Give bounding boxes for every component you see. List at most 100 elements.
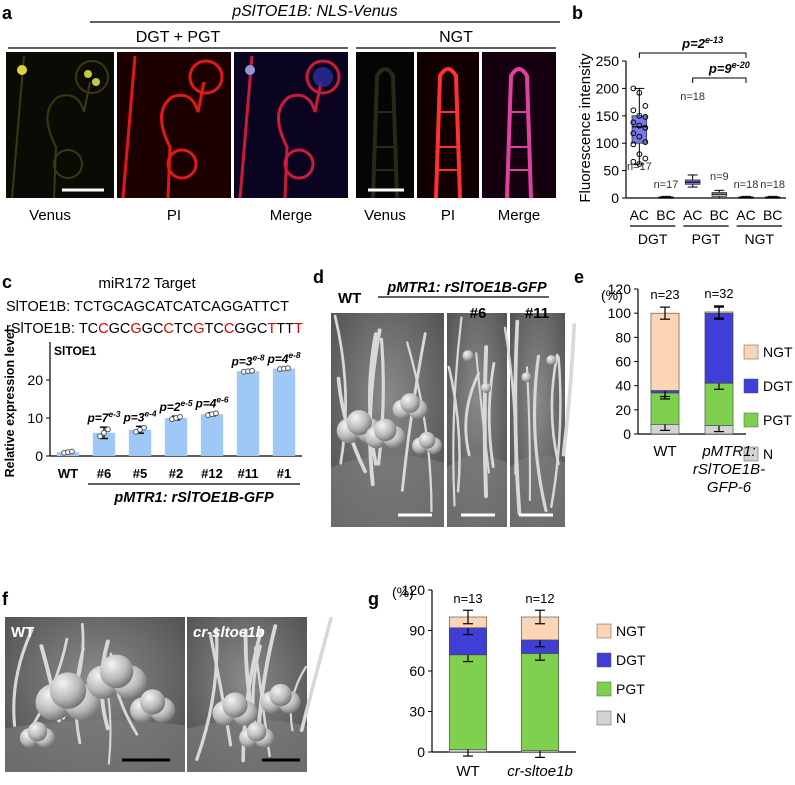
seq2-mutation: G: [193, 321, 204, 337]
bar: [164, 418, 188, 456]
data-point: [630, 119, 637, 126]
bar-#2: [164, 413, 188, 456]
seq1-sequence: TCTGCAGCATCATCAGGATTCT: [74, 299, 289, 315]
gland-head: [521, 372, 532, 383]
n-label: n=18: [760, 179, 785, 191]
data-point: [636, 122, 643, 129]
stack-segment-pgt: [704, 382, 734, 426]
bar: [128, 429, 152, 456]
seq2-segment: GC: [109, 321, 131, 337]
legend-swatch: [743, 446, 759, 462]
hair-outline: [238, 55, 254, 199]
x-tick-label: #1: [277, 466, 291, 481]
panel-c-barchart: Relative expression level SlTOE1 0 10 20 WT #6…: [3, 329, 302, 506]
sem-image: [447, 313, 507, 527]
leaf-surface: [447, 455, 507, 527]
y-tick-label: 90: [409, 623, 425, 639]
y-tick-label: 120: [608, 281, 632, 297]
y-tick-label: 20: [615, 402, 631, 418]
micrograph-4: [356, 52, 414, 199]
legend-swatch: [596, 652, 612, 668]
seq2-label: rSlTOE1B:: [6, 321, 79, 337]
replicate-point: [213, 410, 219, 417]
stack-segment-dgt: [448, 627, 488, 656]
y-tick-label: 60: [615, 354, 631, 370]
sem-image: [503, 313, 576, 527]
panel-a-group-ngt: NGT: [439, 29, 473, 46]
trichome-hair: [333, 314, 347, 465]
trichome-hair: [487, 361, 496, 469]
legend-swatch: [743, 378, 759, 394]
data-point: [636, 89, 643, 96]
x-tick-label: AC: [736, 207, 755, 223]
y-tick-label: 100: [608, 305, 632, 321]
y-tick-label: 10: [27, 410, 43, 426]
n-label: n=18: [734, 179, 759, 191]
panel-c-target-title: miR172 Target: [98, 275, 196, 292]
panel-g-stacked-bars: 0 30 60 90 120 n=13 n=12 NGT DGT PGT N (%) WT cr-slto…: [392, 582, 646, 780]
basal-cell: [283, 148, 315, 180]
y-tick-label: 0: [35, 448, 43, 464]
panel-a-letter: a: [2, 3, 13, 23]
data-point: [636, 161, 643, 167]
trichome-hair: [406, 341, 433, 513]
replicate-point: [69, 448, 75, 455]
panel-c-letter: c: [2, 272, 12, 292]
data-point: [642, 155, 649, 162]
dapi-signal: [313, 67, 333, 87]
micrograph-background: [482, 52, 556, 198]
x-tick-label: pMTR1:: [701, 443, 755, 460]
p-value-label: p=2e-13: [681, 35, 723, 51]
x-tick-label: AC: [630, 207, 649, 223]
image-label: Venus: [29, 207, 71, 224]
significance-bracket: [692, 77, 747, 83]
x-tick-label: BC: [656, 207, 675, 223]
x-tick-label: rSlTOE1B-: [693, 461, 765, 478]
image-label: Merge: [498, 207, 541, 224]
trichome-hair: [452, 316, 463, 507]
replicate-point: [105, 426, 111, 433]
p-value-label: p=4e-8: [266, 350, 300, 366]
y-tick-label: 0: [417, 744, 425, 760]
group-label: DGT: [638, 231, 668, 247]
replicate-point: [141, 424, 147, 431]
panel-a-group-dgt-pgt: DGT + PGT: [136, 29, 221, 46]
box-4: [711, 189, 728, 199]
image-label: Venus: [364, 207, 406, 224]
legend-label: N: [763, 446, 773, 462]
p-value-label: p=9e-20: [708, 60, 750, 76]
data-point: [636, 151, 643, 158]
sem-label: WT: [11, 624, 34, 641]
significance-bracket: [638, 52, 747, 58]
panel-c-seq2: rSlTOE1B: TCCGCGGCCTCGTCCGGCTTTT: [6, 321, 303, 337]
y-tick-label: 120: [402, 582, 426, 598]
n-label: n=32: [704, 286, 733, 301]
seq2-mutation: T: [267, 321, 276, 337]
nucleus-signal: [17, 65, 27, 75]
gland-head-lobe: [400, 393, 420, 413]
y-tick-label: 150: [596, 108, 620, 124]
panel-d-sem-images: WT #6 #11: [331, 290, 576, 527]
micrograph-3: [234, 52, 348, 199]
micrograph-2: [117, 52, 231, 199]
x-tick-label: WT: [653, 443, 676, 460]
replicate-point: [285, 365, 291, 372]
replicate-point: [97, 433, 103, 440]
bar-#1: [272, 365, 296, 456]
data-point: [642, 139, 649, 146]
seq1-label: SlTOE1B:: [6, 299, 74, 315]
seq2-segment: TC: [174, 321, 193, 337]
n-label: n=13: [453, 591, 482, 606]
trichome-hair: [376, 337, 385, 466]
box-1: [631, 87, 648, 165]
micrograph-1: [6, 52, 114, 199]
construct-label: pMTR1: rSlTOE1B-GFP: [113, 490, 274, 506]
stack-segment-pgt: [520, 653, 560, 751]
gland-head-lobe: [374, 418, 397, 442]
panel-b-letter: b: [572, 3, 583, 23]
basal-cell: [166, 148, 198, 180]
seq2-segment: GC: [142, 321, 164, 337]
gland-head-lobe: [346, 410, 372, 436]
data-point: [630, 141, 637, 148]
